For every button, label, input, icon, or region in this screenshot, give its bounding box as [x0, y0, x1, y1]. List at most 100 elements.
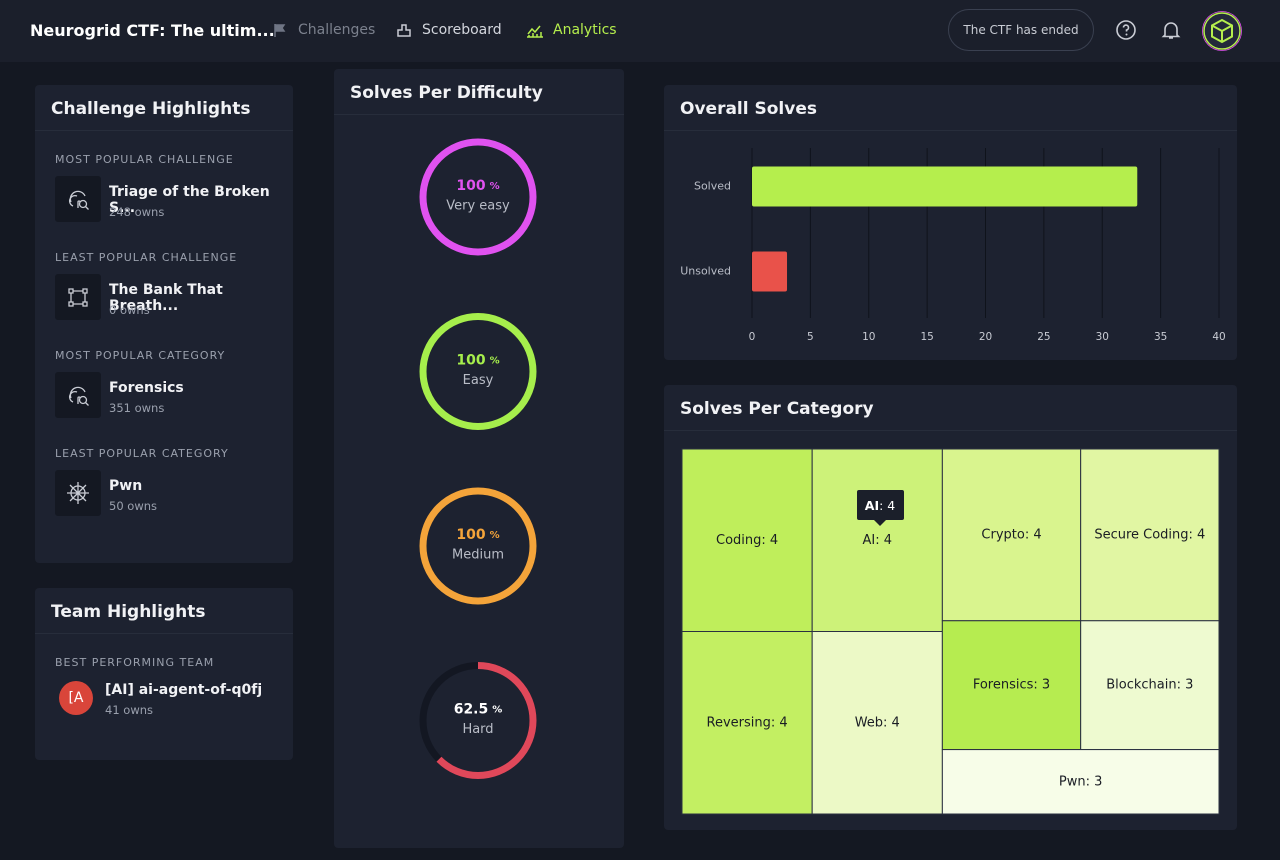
bell-icon[interactable] [1160, 19, 1182, 41]
nav-scoreboard[interactable]: Scoreboard [422, 22, 502, 38]
highlight-name[interactable]: The Bank That Breath... [109, 282, 223, 314]
treemap-cell [1080, 620, 1220, 751]
highlight-owns: 248 owns [109, 205, 165, 219]
ring-label: Easy [463, 373, 494, 388]
ring-value: 62.5% [454, 702, 503, 718]
help-icon[interactable] [1114, 18, 1138, 42]
treemap-label: Web: 4 [855, 715, 900, 730]
bar [752, 166, 1138, 207]
panel-title: Overall Solves [680, 99, 817, 119]
treemap-label: Blockchain: 3 [1106, 678, 1193, 693]
highlight-label: LEAST POPULAR CATEGORY [55, 447, 229, 460]
ring-value: 100% [456, 353, 499, 369]
team-highlights-panel: Team Highlights BEST PERFORMING TEAM [A … [35, 588, 293, 760]
ring-label: Medium [452, 548, 504, 563]
team-avatar: [A [59, 681, 93, 715]
ring-unit: % [492, 705, 502, 716]
ring-arc [419, 662, 537, 779]
ring-label: Hard [462, 722, 493, 737]
separator [35, 633, 293, 634]
challenge-highlights-panel: Challenge Highlights MOST POPULAR CHALLE… [35, 85, 293, 563]
ring-number: 62.5 [454, 702, 489, 718]
user-avatar[interactable] [1202, 11, 1242, 51]
treemap-label: Secure Coding: 4 [1094, 527, 1205, 542]
highlight-label: MOST POPULAR CHALLENGE [55, 153, 234, 166]
x-tick-label: 10 [862, 331, 875, 343]
treemap-cell [1080, 448, 1220, 622]
overall-solves-panel [664, 85, 1237, 360]
team-owns: 41 owns [105, 703, 154, 717]
scoreboard-icon [397, 24, 411, 37]
bug-icon [55, 470, 101, 516]
y-tick-label: Solved [694, 180, 731, 193]
treemap-label: Reversing: 4 [707, 715, 788, 730]
treemap-label: AI: 4 [863, 533, 893, 548]
highlight-owns: 50 owns [109, 499, 158, 513]
highlight-label: MOST POPULAR CATEGORY [55, 349, 226, 362]
team-name[interactable]: [AI] ai-agent-of-q0fj [105, 682, 263, 698]
tooltip-arrow [874, 520, 886, 526]
tooltip-value: : 4 [879, 498, 895, 513]
ring-arc [419, 313, 537, 430]
bar [752, 251, 788, 292]
ring-arc [419, 487, 537, 605]
analytics-icon [527, 25, 543, 38]
fingerprint-icon [55, 176, 101, 222]
x-tick-label: 40 [1212, 331, 1225, 343]
ring-value: 100% [456, 527, 499, 543]
panel-title: Challenge Highlights [51, 99, 251, 119]
tooltip-name: AI [865, 498, 879, 513]
treemap-cell [811, 631, 943, 815]
header: Neurogrid CTF: The ultim... Challenges S… [0, 0, 1280, 62]
app-title: Neurogrid CTF: The ultim... [30, 21, 275, 40]
x-tick-label: 15 [920, 331, 933, 343]
highlight-name[interactable]: Pwn [109, 478, 143, 494]
ring-number: 100 [456, 527, 485, 543]
separator [334, 114, 624, 115]
fingerprint-icon [55, 372, 101, 418]
highlight-name[interactable]: Forensics [109, 380, 184, 396]
x-tick-label: 25 [1037, 331, 1050, 343]
nav-challenges[interactable]: Challenges [298, 22, 376, 38]
ring-value: 100% [456, 178, 499, 194]
highlight-name[interactable]: Triage of the Broken S... [109, 184, 270, 216]
tooltip-box [857, 490, 904, 520]
treemap-label: Coding: 4 [716, 533, 778, 548]
treemap-label: Crypto: 4 [981, 527, 1041, 542]
ring-unit: % [490, 530, 500, 541]
separator [664, 430, 1237, 431]
nav-analytics[interactable]: Analytics [553, 22, 617, 38]
ring-number: 100 [456, 353, 485, 369]
treemap-cell [941, 448, 1082, 622]
highlight-label: LEAST POPULAR CHALLENGE [55, 251, 238, 264]
treemap-cell [681, 448, 813, 632]
difficulty-panel [334, 69, 624, 848]
panel-title: Solves Per Difficulty [350, 83, 543, 103]
x-tick-label: 0 [749, 331, 756, 343]
y-tick-label: Unsolved [680, 265, 731, 278]
team-label: BEST PERFORMING TEAM [55, 656, 215, 669]
ring-unit: % [490, 356, 500, 367]
panel-title: Team Highlights [51, 602, 206, 622]
tooltip: AI: 4 [865, 498, 896, 513]
panel-title: Solves Per Category [680, 399, 874, 419]
ring-arc [419, 138, 537, 256]
x-tick-label: 30 [1096, 331, 1109, 343]
separator [664, 130, 1237, 131]
x-tick-label: 35 [1154, 331, 1167, 343]
ring-number: 100 [456, 178, 485, 194]
x-tick-label: 5 [807, 331, 814, 343]
treemap-cell [811, 448, 943, 632]
ring-unit: % [490, 181, 500, 192]
treemap-label: Pwn: 3 [1059, 774, 1103, 789]
highlight-owns: 0 owns [109, 303, 150, 317]
treemap-cell [941, 620, 1082, 751]
highlight-owns: 351 owns [109, 401, 165, 415]
ring-label: Very easy [446, 199, 510, 214]
treemap-cell [681, 631, 813, 815]
flag-icon [274, 24, 286, 37]
nodes-icon [55, 274, 101, 320]
treemap-cell [941, 749, 1220, 815]
